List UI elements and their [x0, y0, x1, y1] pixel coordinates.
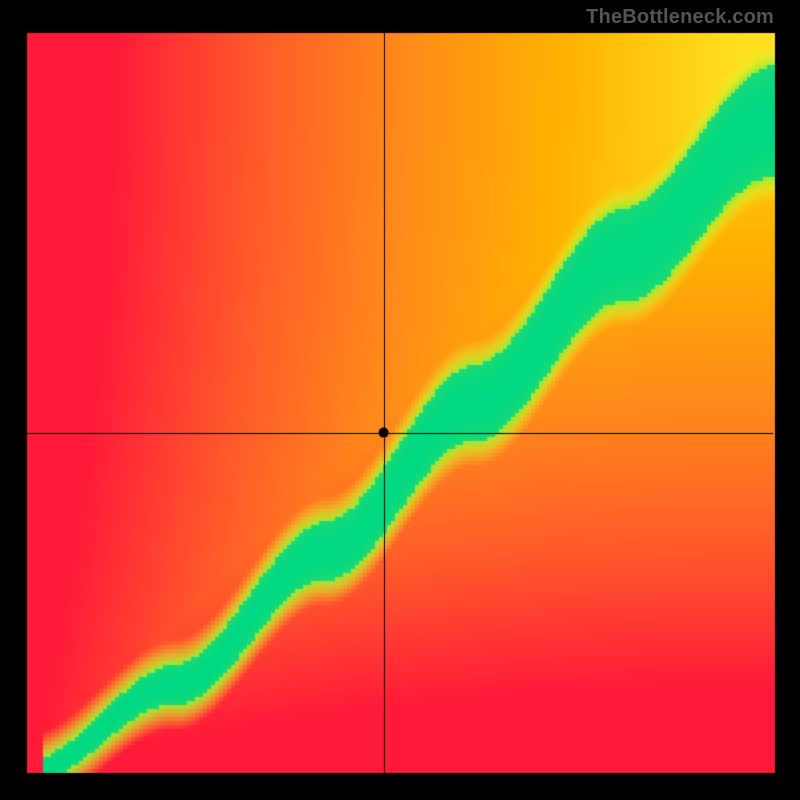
watermark-text: TheBottleneck.com [586, 6, 774, 29]
chart-container: TheBottleneck.com [0, 0, 800, 800]
bottleneck-heatmap-canvas [0, 0, 800, 800]
